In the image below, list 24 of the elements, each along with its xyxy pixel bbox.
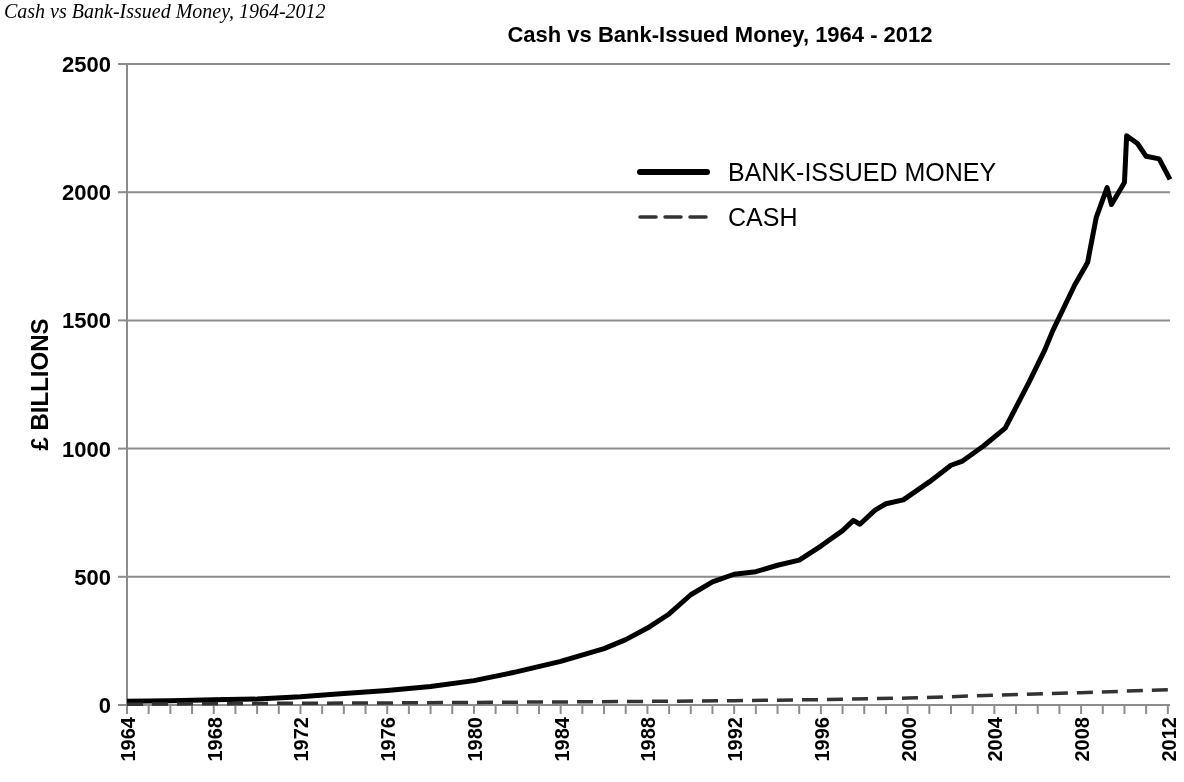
y-axis-title: £ BILLIONS (26, 318, 53, 451)
x-tick-label: 2000 (897, 717, 920, 762)
x-tick-label: 1964 (117, 716, 139, 762)
text: Cash vs Bank-Issued Money, 1964-2012 (4, 0, 326, 23)
y-tick-label: 2500 (62, 52, 111, 77)
legend-label: BANK-ISSUED MONEY (728, 158, 997, 186)
y-tick-label: 1000 (62, 436, 111, 462)
y-tick-label: 2000 (62, 180, 111, 206)
x-tick-label: 2012 (1157, 717, 1180, 762)
y-tick-label: 0 (98, 693, 111, 718)
y-tick-label: 500 (74, 564, 111, 590)
x-tick-label: 1968 (203, 717, 226, 762)
x-tick-label: 1972 (290, 717, 313, 762)
x-tick-label: 1984 (550, 716, 573, 762)
y-tick-label: 1500 (62, 308, 111, 334)
chart-title: Cash vs Bank-Issued Money, 1964 - 2012 (507, 22, 933, 47)
x-tick-label: 1980 (463, 717, 486, 762)
x-tick-label: 1988 (637, 717, 660, 762)
x-tick-label: 1992 (724, 717, 747, 762)
x-tick-label: 1996 (810, 717, 833, 762)
legend-label: CASH (728, 203, 798, 231)
x-tick-label: 2008 (1071, 717, 1094, 762)
x-tick-label: 1976 (377, 717, 400, 762)
x-tick-label: 2004 (984, 716, 1007, 762)
